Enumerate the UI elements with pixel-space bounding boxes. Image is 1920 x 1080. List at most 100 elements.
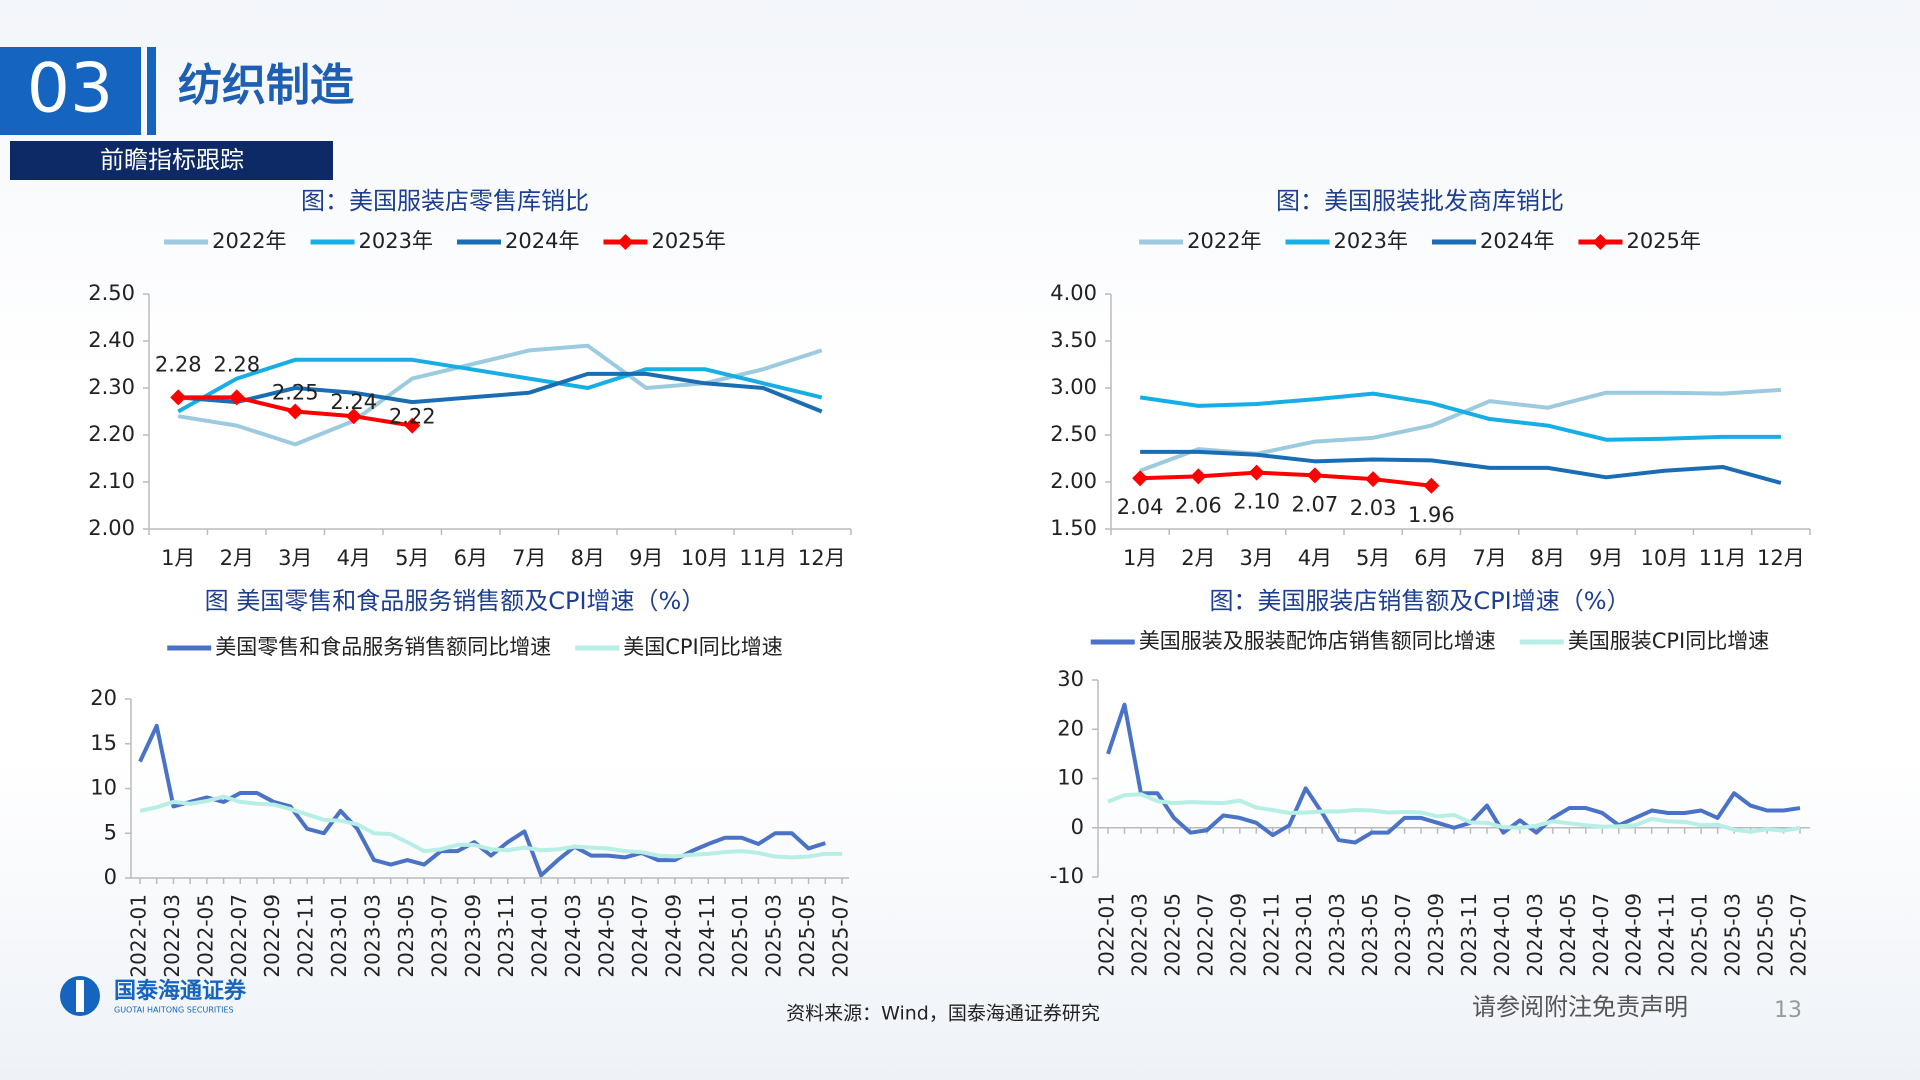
x-tick-label: 2022-09 — [1226, 893, 1250, 977]
x-tick-label: 6月 — [1414, 546, 1448, 570]
marker — [1592, 234, 1609, 250]
y-tick-label: 2.50 — [88, 281, 135, 305]
section-number-box — [0, 47, 141, 135]
data-label: 2.28 — [155, 352, 202, 376]
legend-label: 2022年 — [212, 229, 286, 253]
legend-label: 2024年 — [505, 229, 579, 253]
y-tick-label: 4.00 — [1050, 281, 1097, 305]
legend: 2022年 2023年 2024年 2025年 — [1139, 229, 1701, 253]
x-tick-label: 2024-01 — [1490, 893, 1514, 977]
page-number: 13 — [1774, 998, 1802, 1023]
x-tick-label: 2023-07 — [427, 894, 451, 978]
series-line — [1140, 470, 1432, 488]
subtitle-bar — [10, 141, 333, 180]
x-tick-label: 2023-05 — [1358, 893, 1382, 977]
series-line — [1107, 792, 1801, 834]
x-tick-label: 2024-07 — [628, 894, 652, 978]
x-tick-label: 2022-07 — [227, 894, 251, 978]
x-tick-label: 7月 — [512, 546, 546, 570]
x-tick-label: 11月 — [739, 546, 787, 570]
marker — [617, 234, 634, 250]
x-tick-label: 1月 — [1123, 546, 1157, 570]
x-tick-label: 2022-01 — [1095, 893, 1119, 977]
x-tick-label: 10月 — [681, 546, 729, 570]
legend: 美国零售和食品服务销售额同比增速 美国CPI同比增速 — [167, 635, 783, 659]
marker — [1306, 467, 1323, 484]
chart-title: 图：美国服装店销售额及CPI增速（%） — [1209, 587, 1630, 615]
logo-icon-cut — [76, 980, 84, 1012]
y-tick-label: 2.00 — [88, 516, 135, 540]
x-tick-label: 2024-01 — [528, 894, 552, 978]
chart: 图 美国零售和食品服务销售额及CPI增速（%） 0 5 10 15 20 2022-01 20… — [90, 587, 852, 978]
x-tick-label: 2022-03 — [160, 894, 184, 978]
x-tick-label: 2025-01 — [728, 894, 752, 978]
y-tick-label: 0 — [104, 865, 117, 889]
data-label: 2.10 — [1233, 490, 1280, 514]
x-tick-label: 12月 — [798, 546, 846, 570]
x-tick-label: 3月 — [1239, 546, 1273, 570]
chart-title: 图：美国服装批发商库销比 — [1276, 187, 1564, 215]
legend-label: 2023年 — [359, 229, 433, 253]
legend-label: 美国零售和食品服务销售额同比增速 — [215, 635, 551, 659]
x-tick-label: 1月 — [161, 546, 195, 570]
x-tick-label: 5月 — [395, 546, 429, 570]
x-tick-label: 2024-09 — [661, 894, 685, 978]
y-tick-label: 2.20 — [88, 422, 135, 446]
x-tick-label: 2023-09 — [1424, 893, 1448, 977]
x-tick-label: 2023-09 — [461, 894, 485, 978]
marker — [404, 417, 421, 434]
series-line — [1139, 387, 1782, 473]
legend-label: 2024年 — [1480, 229, 1554, 253]
legend-label: 2023年 — [1334, 229, 1408, 253]
x-tick-label: 2023-03 — [361, 894, 385, 978]
x-tick-label: 2月 — [220, 546, 254, 570]
chart: 图：美国服装店零售库销比 2.00 2.10 2.20 2.30 2.40 2.50 1月 2月… — [88, 187, 852, 570]
x-tick-label: 2025-03 — [762, 894, 786, 978]
x-tick-label: 2024-03 — [561, 894, 585, 978]
x-tick-label: 2022-07 — [1193, 893, 1217, 977]
data-label: 2.22 — [389, 405, 436, 429]
data-label: 2.24 — [330, 390, 377, 414]
x-tick-label: 7月 — [1472, 546, 1506, 570]
x-tick-label: 2023-01 — [327, 894, 351, 978]
x-tick-label: 2023-11 — [1457, 893, 1481, 977]
x-tick-label: 2023-03 — [1325, 893, 1349, 977]
x-tick-label: 2024-05 — [1556, 893, 1580, 977]
x-tick-label: 10月 — [1641, 546, 1689, 570]
x-tick-label: 2025-07 — [829, 894, 853, 978]
y-tick-label: 3.50 — [1050, 328, 1097, 352]
legend-label: 美国服装及服装配饰店销售额同比增速 — [1139, 629, 1496, 653]
legend-label: 美国服装CPI同比增速 — [1568, 629, 1770, 653]
x-tick-label: 2023-07 — [1391, 893, 1415, 977]
legend-label: 2025年 — [651, 229, 725, 253]
x-tick-label: 11月 — [1699, 546, 1747, 570]
data-label: 2.07 — [1291, 492, 1338, 516]
logo-en: GUOTAI HAITONG SECURITIES — [114, 1006, 234, 1015]
chart-title: 图：美国服装店零售库销比 — [301, 187, 589, 215]
x-tick-label: 2022-05 — [193, 894, 217, 978]
marker — [1365, 471, 1382, 488]
x-tick-label: 2022-05 — [1160, 893, 1184, 977]
x-tick-label: 4月 — [337, 546, 371, 570]
disclaimer: 请参阅附注免责声明 — [1472, 993, 1688, 1021]
legend-label: 美国CPI同比增速 — [623, 635, 783, 659]
y-tick-label: 3.00 — [1050, 375, 1097, 399]
x-tick-label: 9月 — [629, 546, 663, 570]
series-line — [178, 371, 823, 414]
x-tick-label: 8月 — [1531, 546, 1565, 570]
series-line — [177, 357, 823, 414]
x-tick-label: 2025-03 — [1721, 893, 1745, 977]
y-tick-label: 2.00 — [1050, 469, 1097, 493]
x-tick-label: 2024-11 — [695, 894, 719, 978]
marker — [287, 403, 304, 420]
y-tick-label: 0 — [1071, 815, 1084, 839]
x-tick-label: 4月 — [1298, 546, 1332, 570]
section-title: 纺织制造 — [178, 60, 354, 111]
x-tick-label: 2月 — [1181, 546, 1215, 570]
x-tick-label: 8月 — [571, 546, 605, 570]
chart: 图：美国服装店销售额及CPI增速（%） -10 0 10 20 30 2022-01 2022… — [1050, 587, 1811, 977]
y-tick-label: 20 — [1057, 716, 1084, 740]
marker — [345, 408, 362, 425]
chart: 图：美国服装批发商库销比 1.50 2.00 2.50 3.00 3.50 4.00 1月 2月… — [1050, 187, 1811, 570]
